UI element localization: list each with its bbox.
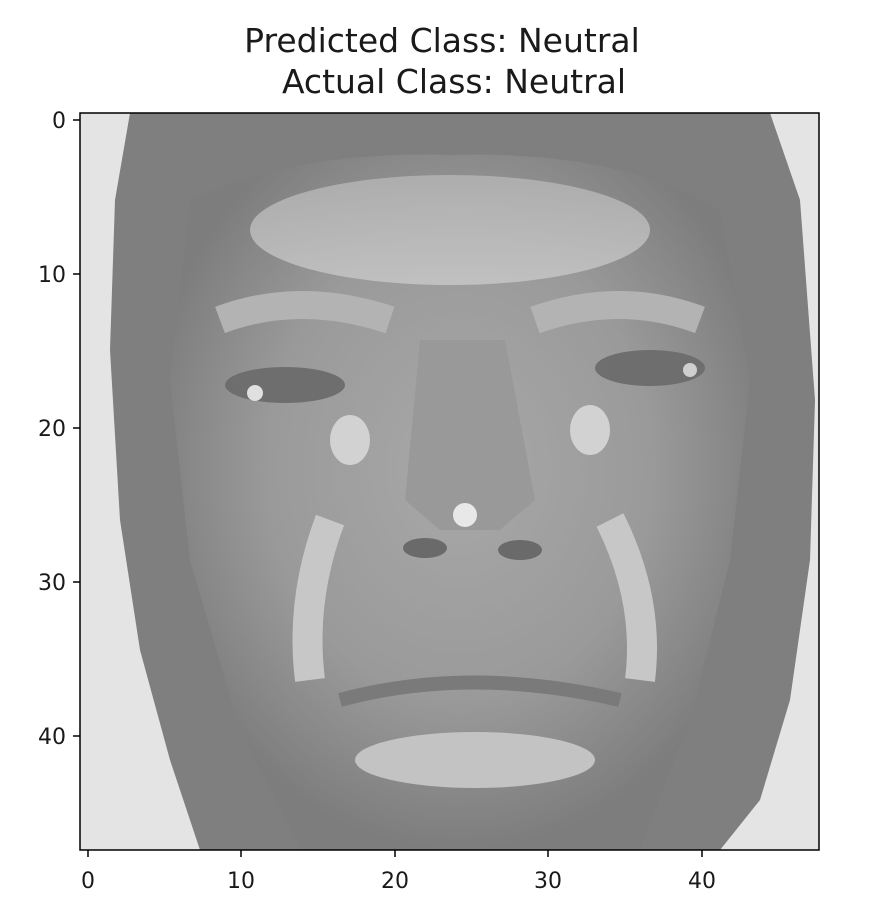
x-tick-label: 0	[81, 869, 95, 894]
y-tick-label: 40	[38, 725, 66, 750]
y-tick-label: 0	[52, 109, 66, 134]
x-tick-label: 30	[534, 869, 562, 894]
y-tick-label: 20	[38, 417, 66, 442]
x-tick-label: 20	[381, 869, 409, 894]
actual-class-title: Actual Class: Neutral	[281, 62, 627, 101]
x-tick-label: 10	[227, 869, 255, 894]
y-tick-label: 10	[38, 263, 66, 288]
y-tick-label: 30	[38, 571, 66, 596]
x-tick-label: 40	[688, 869, 716, 894]
x-axis: 0 10 20 30 40	[81, 850, 716, 894]
face-image	[80, 113, 819, 850]
plot-frame	[79, 112, 820, 851]
predicted-class-title: Predicted Class: Neutral	[244, 21, 640, 60]
y-axis: 0 10 20 30 40	[38, 109, 80, 750]
